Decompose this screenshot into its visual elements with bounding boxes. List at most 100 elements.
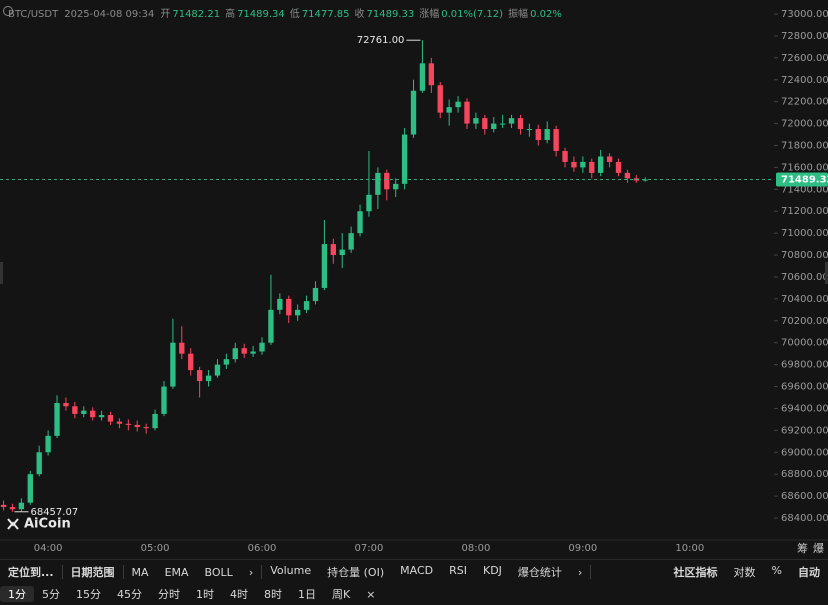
field-label: 高 [225,9,236,20]
x-tick-label: 09:00 [568,543,597,554]
timeframe-bar: 1分 5分 15分 45分 分时 1时 4时 8时 1日 周K × [0,583,828,605]
last-price-label: 71489.33 [781,175,828,186]
candle-body [410,90,417,135]
candle-body [499,123,506,125]
field-value: 71482.21 [172,9,221,20]
candle-body [615,161,622,173]
candle-body [125,423,132,425]
field-label: 低 [289,9,300,20]
candle-body [36,452,42,475]
candle-body [259,342,265,352]
candle-body [250,351,256,354]
y-tick-label: 72200.00 [781,97,828,108]
candle-body [526,129,533,131]
candle-body [330,244,336,256]
subchart[interactable]: 持仓量 (OI) [327,566,385,579]
timeframe[interactable]: 8时 [264,588,282,601]
candle-body [401,134,408,184]
candle-body [580,161,586,168]
close-icon[interactable]: × [366,587,376,601]
field-value: 0.01%(7.12) [441,9,504,20]
y-tick-label: 69400.00 [781,403,828,414]
subchart[interactable]: KDJ [482,564,502,577]
candle-body [419,63,426,91]
tool[interactable]: 对数 [733,566,756,579]
x-tick-label: 06:00 [248,543,277,554]
candle-body [72,406,78,414]
x-tick-label: 05:00 [141,543,170,554]
candle-body [303,301,310,310]
field-label: 涨幅 [419,9,440,20]
indicator[interactable]: EMA [164,565,189,579]
y-tick-label: 70400.00 [781,294,828,305]
indicator[interactable]: MA [131,565,149,579]
date-range-button[interactable]: 日期范围 [70,566,115,579]
timeframe[interactable]: 1分 [0,586,34,602]
candle-body [348,233,354,250]
candle-body [508,118,515,124]
candle-body [116,421,123,424]
ohlc-header: BTC/USDT 2025-04-08 09:34 开 71482.21 高 71489.… [8,5,567,20]
symbol-toggle [3,6,13,16]
tool[interactable]: % [771,564,782,577]
candle-body [464,101,470,124]
separator [61,565,63,579]
candle-body [241,348,247,354]
field-value: 71489.34 [237,9,285,20]
x-tick-label: 08:00 [461,543,490,554]
candle-body [321,244,328,288]
y-tick-label: 72800.00 [781,31,828,42]
candle-body [491,123,497,130]
timeframe[interactable]: 周K [332,588,351,601]
subchart[interactable]: RSI [449,564,467,577]
candle-body [232,348,238,360]
chart: 68400.00 68600.00 68800.00 69000.00 69200.00… [0,6,828,555]
candle-body [642,179,648,181]
timeframe[interactable]: 45分 [117,588,142,601]
tool[interactable]: 社区指标 [673,566,718,579]
candle-body [455,101,461,108]
min-label: 68457.07 [30,507,78,518]
y-tick-label: 71200.00 [781,206,828,217]
subchart[interactable]: MACD [400,564,434,577]
timeframe[interactable]: 1时 [196,588,214,601]
x-tick-label: 07:00 [355,543,384,554]
candle-body [517,118,524,130]
locate-button[interactable]: 定位到... [8,566,54,579]
subchart[interactable]: Volume [270,564,312,577]
more-arrow[interactable]: › [248,565,254,579]
timeframe[interactable]: 15分 [76,588,101,601]
y-tick-label: 69800.00 [781,360,828,371]
logo-icon [7,518,19,530]
subchart[interactable]: 爆仓统计 [517,566,562,579]
candle-body [63,402,69,407]
y-tick-label: 70000.00 [781,338,828,349]
candle-body [170,342,176,387]
candle-body [437,85,443,113]
candle-body [535,129,541,141]
y-tick-label: 72000.00 [781,119,828,130]
more-arrow[interactable]: › [577,565,583,579]
candle-body [205,375,212,382]
candle-body [393,183,399,190]
timestamp: 2025-04-08 09:34 [64,9,155,20]
candle-body [152,413,158,429]
candle-body [143,427,149,429]
y-tick-label: 71800.00 [781,141,828,152]
candle-body [161,386,167,414]
timeframe[interactable]: 1日 [298,588,316,601]
timeframe[interactable]: 5分 [42,588,60,601]
candle-body [277,298,283,310]
candle-body [223,359,230,365]
y-tick-label: 69000.00 [781,447,828,458]
y-tick-label: 70800.00 [781,250,828,261]
candle-body [18,502,25,510]
timeframe[interactable]: 分时 [158,588,180,601]
timeframe[interactable]: 4时 [230,588,248,601]
tool[interactable]: 自动 [798,566,820,579]
field-label: 开 [160,9,171,20]
y-tick-label: 71000.00 [781,228,828,239]
field-value: 71489.33 [366,9,415,20]
field-value: 0.02% [530,9,562,20]
indicator[interactable]: BOLL [204,565,233,579]
